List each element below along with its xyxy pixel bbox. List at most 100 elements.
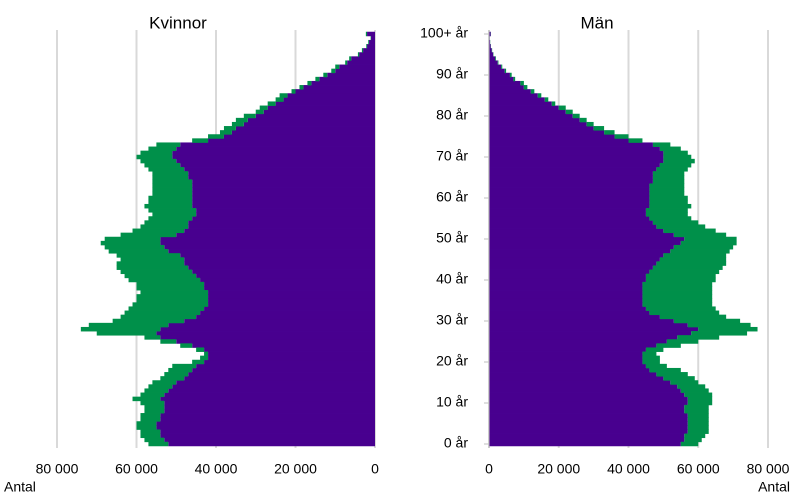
bar-segment — [649, 269, 720, 275]
bar-segment — [687, 413, 709, 418]
bar-segment — [267, 101, 276, 106]
bar-segment — [649, 203, 692, 209]
x-tick-label: 80 000 — [36, 461, 79, 477]
bar-segment — [208, 290, 375, 295]
bar-segment — [489, 154, 664, 160]
bar-segment — [180, 343, 193, 348]
bar-segment — [136, 285, 205, 291]
bar-segment — [489, 367, 650, 373]
bar-segment — [184, 376, 375, 381]
bar-segment — [176, 339, 375, 344]
bar-segment — [140, 150, 173, 156]
bar-segment — [673, 244, 734, 250]
bar-segment — [148, 146, 177, 152]
bar-segment — [645, 273, 716, 279]
bar-segment — [152, 191, 193, 197]
bar-segment — [489, 39, 491, 45]
bar-segment — [579, 117, 587, 123]
bar-segment — [176, 146, 375, 152]
bar-segment — [200, 355, 209, 361]
bar-segment — [489, 294, 643, 299]
bar-segment — [132, 396, 161, 402]
bar-segment — [489, 93, 538, 98]
bar-segment — [489, 175, 653, 180]
bar-segment — [489, 232, 674, 238]
bar-segment — [642, 359, 660, 365]
bar-segment — [180, 253, 375, 258]
bar-segment — [156, 425, 375, 430]
bar-segment — [656, 167, 688, 172]
bar-segment — [319, 76, 375, 82]
bar-segment — [359, 52, 375, 57]
x-axis-label: Antal — [4, 479, 36, 495]
bar-segment — [108, 249, 169, 254]
bar-segment — [192, 203, 375, 209]
bar-segment — [192, 199, 375, 205]
bar-segment — [684, 392, 713, 398]
bar-segment — [673, 232, 727, 238]
bar-segment — [659, 162, 692, 168]
bar-segment — [489, 121, 587, 127]
x-tick-label: 60 000 — [677, 461, 720, 477]
bar-segment — [489, 126, 594, 131]
bar-segment — [148, 195, 193, 201]
bar-segment — [140, 224, 189, 229]
bar-segment — [504, 68, 507, 74]
bar-segment — [164, 408, 375, 414]
bar-segment — [489, 326, 699, 332]
bar-segment — [204, 281, 375, 287]
bar-segment — [642, 351, 657, 357]
bar-segment — [489, 413, 688, 418]
bar-segment — [299, 85, 304, 90]
bar-segment — [144, 404, 165, 410]
bar-segment — [116, 261, 185, 266]
bar-segment — [652, 175, 685, 180]
bar-segment — [614, 134, 629, 139]
bar-segment — [120, 269, 193, 275]
bar-segment — [196, 314, 375, 320]
bar-segment — [652, 142, 671, 147]
bar-segment — [649, 367, 681, 373]
bar-segment — [160, 413, 375, 418]
bar-segment — [184, 318, 375, 324]
bar-segment — [642, 285, 713, 291]
bar-segment — [659, 146, 681, 152]
bar-segment — [645, 347, 664, 352]
bar-segment — [489, 76, 514, 82]
bar-segment — [152, 175, 189, 180]
bar-segment — [489, 244, 674, 250]
bar-segment — [279, 93, 288, 98]
bar-segment — [670, 249, 730, 254]
bar-segment — [287, 93, 375, 98]
bar-segment — [489, 72, 510, 78]
bar-segment — [652, 265, 723, 270]
bar-segment — [148, 216, 193, 221]
bar-segment — [663, 154, 692, 160]
bar-segment — [188, 224, 375, 229]
bar-segment — [104, 236, 161, 242]
bar-segment — [489, 48, 492, 53]
bar-segment — [642, 298, 713, 303]
y-tick-label: 100+ år — [420, 25, 468, 41]
bar-segment — [642, 355, 660, 361]
bar-segment — [168, 367, 193, 373]
bar-segment — [489, 384, 678, 389]
bar-segment — [489, 314, 660, 320]
bar-segment — [339, 64, 375, 70]
x-tick-label: 40 000 — [195, 461, 238, 477]
bar-segment — [489, 277, 646, 283]
bar-segment — [192, 179, 375, 184]
x-tick-label: 0 — [485, 461, 493, 477]
bar-segment — [489, 117, 580, 123]
bar-segment — [192, 195, 375, 201]
bar-segment — [489, 56, 496, 61]
bar-segment — [663, 376, 695, 381]
bar-segment — [656, 372, 688, 377]
bar-segment — [645, 212, 688, 217]
bar-segment — [196, 208, 375, 213]
bar-segment — [369, 39, 375, 45]
bar-segment — [208, 138, 375, 143]
bar-segment — [677, 335, 720, 340]
bar-segment — [275, 97, 284, 102]
bar-segment — [255, 109, 264, 115]
